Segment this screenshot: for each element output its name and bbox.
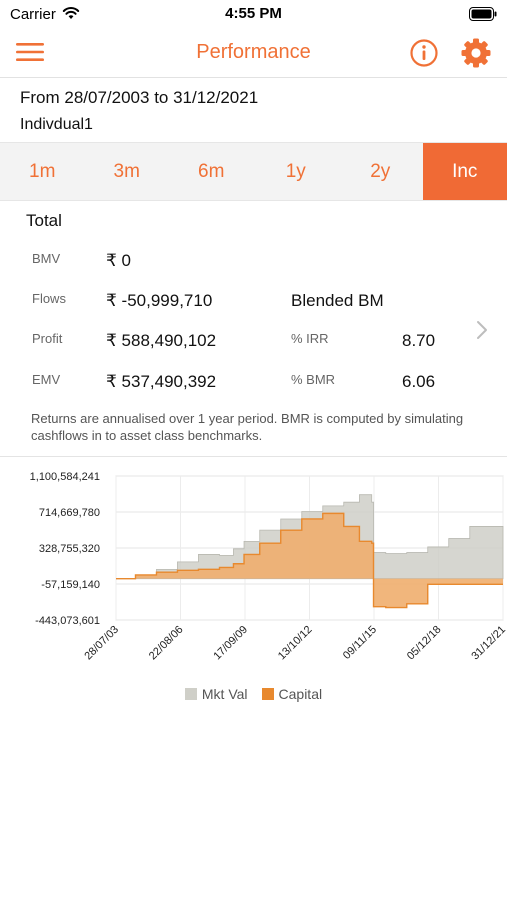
section-divider — [0, 456, 507, 457]
profit-value: ₹ 588,490,102 — [106, 331, 217, 350]
hamburger-menu-icon — [16, 43, 44, 61]
tab-2y[interactable]: 2y — [370, 160, 391, 182]
y-tick-label: 328,755,320 — [39, 543, 100, 555]
profit-label: Profit — [32, 331, 63, 346]
x-tick-label: 13/10/12 — [276, 624, 315, 663]
x-tick-label: 09/11/15 — [341, 624, 379, 662]
x-tick-label: 05/12/18 — [405, 624, 444, 663]
chevron-right-icon — [477, 321, 487, 339]
performance-chart[interactable]: 1,100,584,241 714,669,780 328,755,320 -57,1… — [0, 462, 507, 712]
status-time: 4:55 PM — [225, 5, 282, 22]
carrier-label: Carrier — [10, 6, 56, 23]
settings-button[interactable] — [460, 37, 492, 69]
irr-label: % IRR — [291, 331, 329, 346]
emv-label: EMV — [32, 372, 61, 387]
tab-1y[interactable]: 1y — [285, 160, 306, 182]
bmr-label: % BMR — [291, 372, 336, 387]
y-tick-label: -57,159,140 — [41, 579, 100, 591]
info-icon — [410, 39, 438, 67]
flows-value: ₹ -50,999,710 — [106, 291, 213, 310]
info-button[interactable] — [409, 38, 439, 68]
blended-bm-label: Blended BM — [291, 291, 384, 310]
wifi-icon — [62, 6, 80, 25]
x-tick-label: 31/12/21 — [469, 624, 507, 663]
y-tick-label: 714,669,780 — [39, 507, 100, 519]
series-line-capital — [116, 512, 503, 609]
emv-value: ₹ 537,490,392 — [106, 372, 217, 391]
legend-item-capital[interactable]: Capital — [261, 686, 323, 702]
series-area-capital — [116, 513, 503, 608]
details-chevron[interactable] — [474, 318, 490, 342]
bmv-value: ₹ 0 — [106, 251, 131, 270]
battery-icon — [469, 7, 497, 26]
x-tick-label: 17/09/09 — [211, 624, 250, 663]
chart-legend: Mkt Val Capital — [0, 686, 507, 702]
tab-6m[interactable]: 6m — [198, 160, 225, 182]
y-tick-label: 1,100,584,241 — [30, 471, 100, 483]
legend-item-mkt-val[interactable]: Mkt Val — [184, 686, 248, 702]
date-range: From 28/07/2003 to 31/12/2021 — [20, 88, 259, 107]
legend-swatch-mkt-val — [184, 688, 197, 700]
menu-button[interactable] — [14, 40, 46, 64]
x-tick-label: 22/08/06 — [147, 624, 186, 663]
legend-label-capital: Capital — [278, 686, 323, 702]
tab-3m[interactable]: 3m — [113, 160, 140, 182]
bmr-value: 6.06 — [402, 372, 436, 391]
x-tick-label: 28/07/03 — [82, 624, 121, 663]
period-tabs: 1m 3m 6m 1y 2y Inc — [0, 142, 507, 201]
flows-label: Flows — [32, 291, 66, 306]
irr-value: 8.70 — [402, 331, 436, 350]
tab-1m[interactable]: 1m — [29, 160, 56, 182]
legend-swatch-capital — [261, 688, 274, 700]
gear-icon — [461, 38, 491, 68]
legend-label-mkt-val: Mkt Val — [201, 686, 248, 702]
portfolio-name: Indivdual1 — [20, 116, 93, 133]
y-tick-label: -443,073,601 — [35, 615, 100, 627]
bmv-label: BMV — [32, 251, 61, 266]
tab-inc[interactable]: Inc — [422, 143, 507, 200]
summary-title: Total — [26, 211, 62, 230]
chart-svg: 1,100,584,241 714,669,780 328,755,320 -57,1… — [30, 471, 507, 663]
nav-bar: Performance — [0, 28, 507, 78]
page-title: Performance — [196, 41, 311, 63]
returns-note: Returns are annualised over 1 year perio… — [31, 411, 464, 443]
status-bar: Carrier 4:55 PM — [0, 0, 507, 28]
